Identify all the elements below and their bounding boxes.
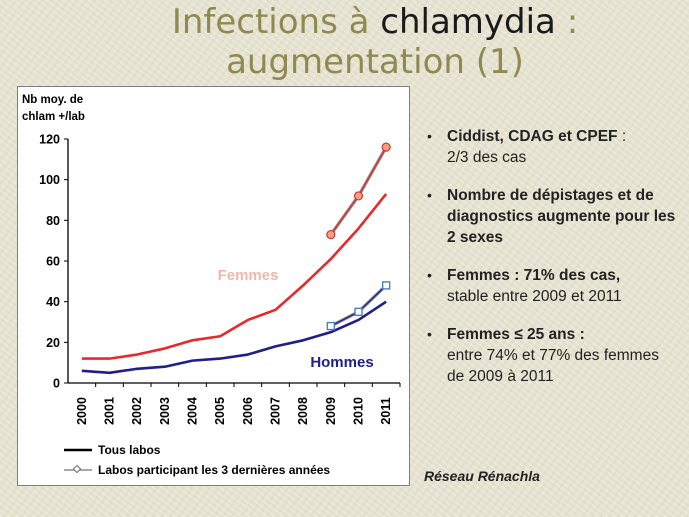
bullet-dot-icon: • — [427, 128, 432, 144]
x-tick-label: 2008 — [296, 397, 310, 425]
data-point-square — [354, 307, 363, 317]
x-tick-label: 2011 — [379, 397, 393, 424]
x-tick-label: 2002 — [130, 397, 144, 425]
series-label-hommes: Hommes — [310, 354, 373, 371]
data-point-circle — [353, 191, 364, 201]
y-tick-label: 100 — [39, 173, 60, 187]
x-tick-label: 2006 — [241, 397, 255, 425]
y-tick-label: 120 — [39, 133, 60, 147]
bullet-dot-icon: • — [427, 187, 432, 203]
legend-label-labos-3-ans: Labos participant les 3 dernières années — [98, 463, 330, 477]
slide-title: Infections à chlamydia : augmentation (1… — [171, 2, 579, 82]
x-tick-label: 2010 — [352, 397, 366, 425]
y-tick-label: 40 — [46, 295, 60, 309]
title-highlight: chlamydia — [380, 2, 556, 42]
bullet-dot-icon: • — [427, 267, 432, 283]
x-tick-label: 2007 — [269, 397, 283, 425]
legend: Tous labos Labos participant les 3 derni… — [64, 443, 330, 477]
y-tick-label: 20 — [46, 336, 60, 350]
x-tick-label: 2000 — [75, 397, 89, 425]
bullet-item: • Femmes : 71% des cas, stable entre 200… — [427, 267, 622, 305]
x-tick-label: 2005 — [213, 397, 227, 425]
bullet-dot-icon: • — [427, 326, 432, 342]
x-tick-label: 2004 — [186, 397, 200, 425]
y-axis-label-line1: Nb moy. de — [22, 94, 83, 106]
series-1-line — [81, 300, 387, 375]
line-chart: Nb moy. de chlam +/lab 0 20 40 60 80 100 120 20… — [22, 94, 401, 477]
data-point-square — [381, 281, 391, 290]
y-axis-label-line2: chlam +/lab — [22, 111, 85, 123]
bullet-item: • Femmes ≤ 25 ans : entre 74% et 77% des… — [427, 326, 659, 385]
bullet-item: • Nombre de dépistages et de diagnostics… — [427, 187, 676, 246]
data-point-square — [326, 321, 336, 331]
data-point-circle — [326, 229, 336, 240]
x-tick-label: 2009 — [324, 397, 338, 425]
bullet-item: • Ciddist, CDAG et CPEF : 2/3 des cas — [427, 128, 627, 166]
bullet-list: • Ciddist, CDAG et CPEF : 2/3 des cas • … — [425, 126, 680, 404]
legend-diamond-marker — [72, 464, 82, 474]
x-tick-label: 2001 — [103, 397, 117, 425]
series-label-femmes: Femmes — [218, 267, 279, 284]
x-tick-label: 2003 — [158, 397, 172, 425]
y-tick-label: 0 — [53, 377, 60, 391]
y-tick-label: 60 — [46, 255, 60, 269]
legend-label-tous-labos: Tous labos — [98, 443, 161, 457]
y-tick-label: 80 — [46, 214, 60, 228]
chart-panel: Nb moy. de chlam +/lab 0 20 40 60 80 100 120 20… — [17, 86, 410, 486]
data-point-circle — [381, 142, 391, 152]
series-0-line — [81, 193, 388, 360]
series-2-line-outline — [329, 146, 388, 236]
source-credit: Réseau Rénachla — [424, 468, 540, 484]
